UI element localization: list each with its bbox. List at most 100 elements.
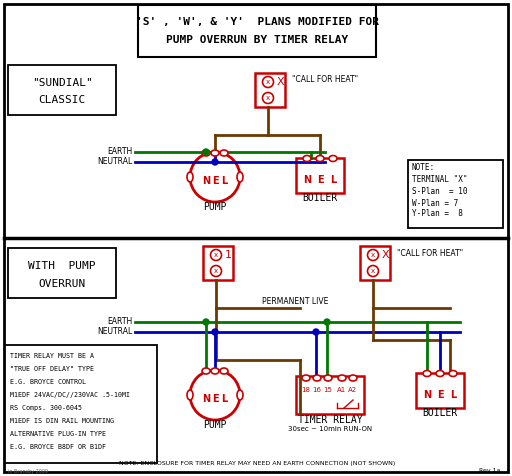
Polygon shape: [360, 246, 390, 280]
Ellipse shape: [202, 150, 210, 156]
Ellipse shape: [449, 370, 457, 377]
Text: NEUTRAL: NEUTRAL: [98, 158, 133, 167]
Text: "CALL FOR HEAT": "CALL FOR HEAT": [292, 76, 358, 85]
Text: x: x: [371, 252, 375, 258]
Text: "TRUE OFF DELAY" TYPE: "TRUE OFF DELAY" TYPE: [10, 366, 94, 372]
Ellipse shape: [368, 249, 378, 260]
Ellipse shape: [211, 368, 219, 374]
Text: BOILER: BOILER: [303, 193, 337, 203]
Circle shape: [212, 329, 218, 335]
Ellipse shape: [202, 368, 210, 374]
Text: Rev 1a: Rev 1a: [479, 468, 500, 474]
Text: Y-Plan =  8: Y-Plan = 8: [412, 209, 463, 218]
Text: E.G. BROYCE B8DF OR B1DF: E.G. BROYCE B8DF OR B1DF: [10, 444, 106, 450]
Circle shape: [324, 319, 330, 325]
Ellipse shape: [187, 390, 193, 400]
Text: X: X: [381, 250, 389, 260]
Circle shape: [190, 152, 240, 202]
Ellipse shape: [303, 156, 311, 161]
Text: 16: 16: [312, 387, 322, 393]
Ellipse shape: [436, 370, 444, 377]
Text: E: E: [437, 390, 443, 400]
Text: 30sec ~ 10min RUN-ON: 30sec ~ 10min RUN-ON: [288, 426, 372, 432]
Circle shape: [190, 370, 240, 420]
Text: ALTERNATIVE PLUG-IN TYPE: ALTERNATIVE PLUG-IN TYPE: [10, 431, 106, 437]
Text: M1EDF IS DIN RAIL MOUNTING: M1EDF IS DIN RAIL MOUNTING: [10, 418, 114, 424]
Ellipse shape: [187, 172, 193, 182]
Ellipse shape: [368, 266, 378, 277]
Ellipse shape: [220, 150, 228, 156]
Text: TIMER RELAY: TIMER RELAY: [297, 415, 362, 425]
Polygon shape: [203, 246, 233, 280]
Text: RS Comps. 300-6045: RS Comps. 300-6045: [10, 405, 82, 411]
Ellipse shape: [338, 375, 346, 381]
Text: PERMANENT LIVE: PERMANENT LIVE: [262, 298, 328, 307]
Text: M1EDF 24VAC/DC//230VAC .5-10MI: M1EDF 24VAC/DC//230VAC .5-10MI: [10, 392, 130, 398]
Ellipse shape: [263, 77, 273, 88]
Text: N: N: [202, 394, 210, 404]
Polygon shape: [408, 160, 503, 228]
Text: E: E: [317, 175, 323, 185]
Text: L: L: [221, 176, 227, 186]
Text: NOTE: ENCLOSURE FOR TIMER RELAY MAY NEED AN EARTH CONNECTION (NOT SHOWN): NOTE: ENCLOSURE FOR TIMER RELAY MAY NEED…: [119, 462, 395, 466]
Text: N: N: [303, 175, 311, 185]
Text: PUMP: PUMP: [203, 202, 227, 212]
Text: S-Plan  = 10: S-Plan = 10: [412, 188, 467, 197]
Text: in Bransby 2009: in Bransby 2009: [8, 468, 48, 474]
Text: L: L: [221, 394, 227, 404]
Text: NEUTRAL: NEUTRAL: [98, 327, 133, 337]
Ellipse shape: [324, 375, 332, 381]
Text: 15: 15: [324, 387, 332, 393]
Circle shape: [203, 319, 209, 325]
Circle shape: [212, 159, 218, 165]
Text: E: E: [211, 176, 218, 186]
Ellipse shape: [349, 375, 357, 381]
Text: x: x: [266, 95, 270, 101]
Ellipse shape: [313, 375, 321, 381]
Polygon shape: [8, 65, 116, 115]
Text: A2: A2: [349, 387, 357, 393]
Text: x: x: [214, 252, 218, 258]
Text: OVERRUN: OVERRUN: [38, 279, 86, 289]
Text: PUMP OVERRUN BY TIMER RELAY: PUMP OVERRUN BY TIMER RELAY: [166, 35, 348, 45]
Text: E.G. BROYCE CONTROL: E.G. BROYCE CONTROL: [10, 379, 86, 385]
Ellipse shape: [210, 249, 222, 260]
Ellipse shape: [316, 156, 324, 161]
Polygon shape: [5, 345, 157, 463]
Text: "CALL FOR HEAT": "CALL FOR HEAT": [397, 248, 463, 258]
Text: CLASSIC: CLASSIC: [38, 95, 86, 105]
Text: L: L: [450, 390, 456, 400]
Text: x: x: [266, 79, 270, 85]
Text: WITH  PUMP: WITH PUMP: [28, 261, 96, 271]
Ellipse shape: [211, 150, 219, 156]
Text: EARTH: EARTH: [108, 317, 133, 327]
Text: TIMER RELAY MUST BE A: TIMER RELAY MUST BE A: [10, 353, 94, 359]
Text: TERMINAL "X": TERMINAL "X": [412, 176, 467, 185]
Text: 'S' , 'W', & 'Y'  PLANS MODIFIED FOR: 'S' , 'W', & 'Y' PLANS MODIFIED FOR: [136, 17, 378, 27]
Text: A1: A1: [337, 387, 347, 393]
Text: 1: 1: [224, 250, 231, 260]
Text: NOTE:: NOTE:: [412, 163, 435, 172]
Polygon shape: [138, 5, 376, 57]
Text: EARTH: EARTH: [108, 148, 133, 157]
Text: 18: 18: [302, 387, 310, 393]
Text: PUMP: PUMP: [203, 420, 227, 430]
Polygon shape: [255, 73, 285, 107]
Text: N: N: [202, 176, 210, 186]
Polygon shape: [416, 373, 464, 407]
Text: "SUNDIAL": "SUNDIAL": [32, 78, 92, 88]
Ellipse shape: [263, 92, 273, 103]
Polygon shape: [296, 158, 344, 192]
Polygon shape: [4, 4, 508, 472]
Ellipse shape: [210, 266, 222, 277]
Polygon shape: [8, 248, 116, 298]
Circle shape: [203, 149, 209, 155]
Text: W-Plan = 7: W-Plan = 7: [412, 198, 458, 208]
Polygon shape: [296, 376, 364, 414]
Ellipse shape: [302, 375, 310, 381]
Text: E: E: [211, 394, 218, 404]
Text: N: N: [423, 390, 431, 400]
Ellipse shape: [329, 156, 337, 161]
Text: BOILER: BOILER: [422, 408, 458, 418]
Text: X: X: [276, 77, 284, 87]
